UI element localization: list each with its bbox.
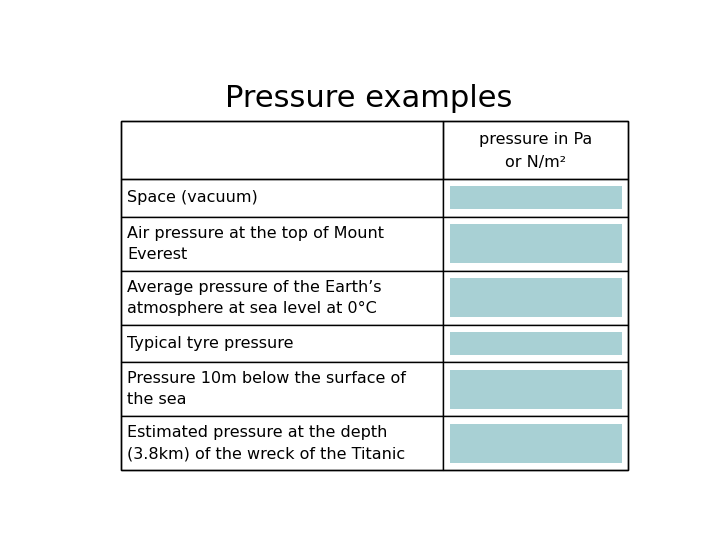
Text: Space (vacuum): Space (vacuum)	[127, 190, 258, 205]
Text: pressure in Pa: pressure in Pa	[480, 132, 593, 147]
Text: Typical tyre pressure: Typical tyre pressure	[127, 336, 294, 351]
Bar	[443, 217, 629, 271]
Bar	[450, 370, 622, 409]
Bar	[121, 179, 443, 217]
Bar	[450, 224, 622, 263]
Bar	[121, 271, 443, 325]
Bar	[443, 121, 629, 179]
Bar	[450, 186, 622, 209]
Bar	[443, 325, 629, 362]
Text: Pressure 10m below the surface of
the sea: Pressure 10m below the surface of the se…	[127, 372, 406, 407]
Bar	[121, 217, 443, 271]
Bar	[121, 416, 443, 470]
Bar	[443, 179, 629, 217]
Text: Pressure examples: Pressure examples	[225, 84, 513, 112]
Bar	[443, 271, 629, 325]
Bar	[443, 416, 629, 470]
Bar	[443, 362, 629, 416]
Bar	[450, 424, 622, 463]
Text: Average pressure of the Earth’s
atmosphere at sea level at 0°C: Average pressure of the Earth’s atmosphe…	[127, 280, 382, 315]
Text: Estimated pressure at the depth
(3.8km) of the wreck of the Titanic: Estimated pressure at the depth (3.8km) …	[127, 426, 405, 461]
Bar	[121, 325, 443, 362]
Bar	[121, 121, 443, 179]
Bar	[121, 121, 629, 470]
Bar	[450, 278, 622, 317]
Bar	[450, 332, 622, 355]
Text: Air pressure at the top of Mount
Everest: Air pressure at the top of Mount Everest	[127, 226, 384, 262]
Bar	[121, 362, 443, 416]
Text: or N/m²: or N/m²	[505, 155, 567, 170]
